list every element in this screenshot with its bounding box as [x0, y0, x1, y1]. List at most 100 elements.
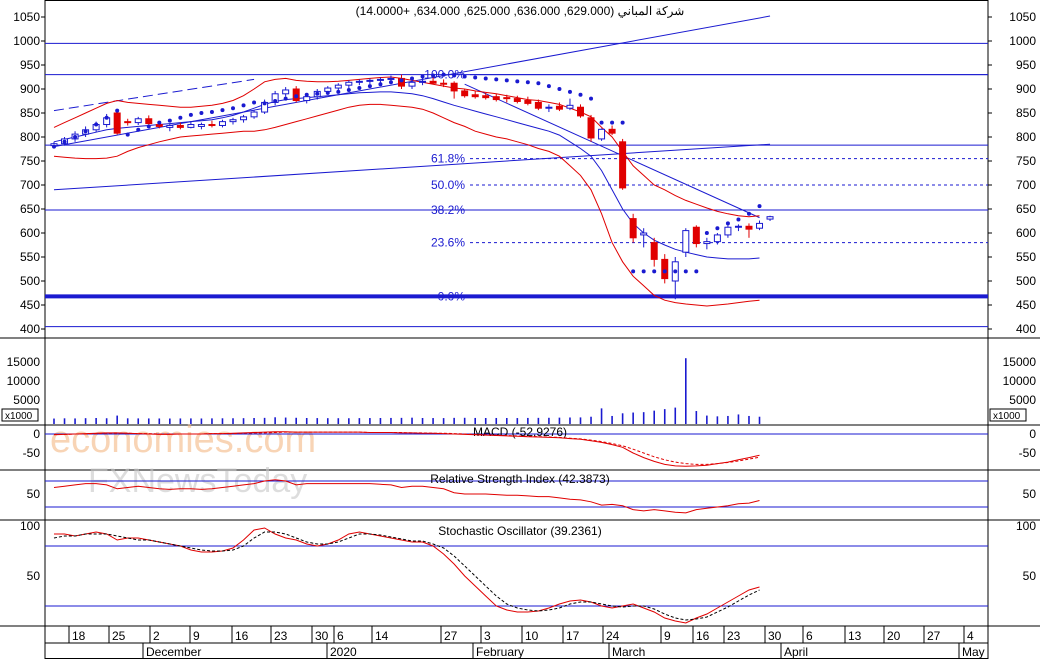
psar-dot	[557, 87, 562, 91]
macd-signal-line	[54, 431, 760, 465]
x-day-label: 2	[153, 629, 160, 643]
psar-dot	[441, 72, 446, 77]
x-day-label: 9	[664, 629, 671, 643]
x-day-label: 27	[444, 629, 458, 643]
price-tick-left: 500	[20, 274, 40, 288]
fibonacci-label: 61.8%	[431, 152, 465, 166]
x-month-label: 2020	[330, 645, 357, 659]
psar-dot	[188, 112, 193, 117]
volume-unit-right: x1000	[993, 411, 1021, 422]
psar-dot	[578, 92, 583, 97]
stoch-tick-left: 50	[27, 569, 41, 583]
psar-dot	[725, 221, 730, 226]
price-tick-right: 500	[1016, 274, 1036, 288]
macd-tick-right: 0	[1029, 427, 1036, 441]
price-tick-right: 600	[1016, 226, 1036, 240]
psar-dot	[589, 96, 594, 101]
price-tick-left: 950	[20, 58, 40, 72]
price-tick-right: 650	[1016, 202, 1036, 216]
macd-tick-right: -50	[1019, 446, 1037, 460]
candle-body	[218, 121, 226, 126]
candle-body	[187, 124, 195, 128]
psar-dot	[315, 91, 320, 96]
price-tick-right: 950	[1016, 58, 1036, 72]
candle-body	[387, 77, 395, 80]
candle-body	[145, 118, 153, 125]
x-day-label: 3	[484, 629, 491, 643]
psar-dot	[746, 211, 751, 216]
candle-body	[450, 82, 458, 92]
volume-tick-left: 15000	[7, 355, 41, 369]
psar-dot	[157, 120, 162, 125]
x-day-label: 24	[606, 629, 620, 643]
x-day-label: 14	[375, 629, 389, 643]
x-day-label: 20	[887, 629, 901, 643]
psar-dot	[662, 269, 667, 274]
candle-body	[166, 124, 174, 128]
x-month-label: April	[784, 645, 808, 659]
volume-tick-right: 10000	[1003, 374, 1037, 388]
candle-body	[482, 95, 490, 99]
stoch-tick-right: 100	[1016, 519, 1036, 533]
x-day-label: 30	[768, 629, 782, 643]
psar-dot	[346, 87, 351, 92]
psar-dot	[567, 89, 572, 94]
price-tick-right: 550	[1016, 250, 1036, 264]
fibonacci-label: 23.6%	[431, 236, 465, 250]
x-axis: 18 25 2 9 16 23 30 6 14 27 3 10 17 24 9 16 23 30 6 13 20 27 4 D…	[68, 626, 985, 659]
psar-dot	[294, 94, 299, 99]
candle-body	[608, 128, 616, 134]
price-tick-left: 450	[20, 298, 40, 312]
candle-body	[250, 111, 258, 118]
price-panel: 100.0%61.8%50.0%38.2%23.6%0.0%	[45, 15, 988, 328]
candle-body	[134, 118, 142, 124]
psar-dot	[620, 120, 625, 125]
fibonacci-label: 0.0%	[438, 289, 466, 303]
stoch-tick-left: 100	[20, 519, 40, 533]
psar-dot	[262, 101, 267, 106]
psar-dot	[378, 82, 383, 87]
psar-dot	[209, 110, 214, 115]
candle-body	[208, 124, 216, 127]
volume-unit-left: x1000	[5, 411, 33, 422]
price-tick-right: 900	[1016, 82, 1036, 96]
psar-dot	[525, 80, 530, 85]
candle-body	[661, 258, 669, 280]
candle-body	[440, 82, 448, 85]
price-tick-left: 550	[20, 250, 40, 264]
x-day-label: 9	[193, 629, 200, 643]
psar-dot	[599, 120, 604, 125]
psar-dot	[473, 75, 478, 80]
psar-dot	[536, 81, 541, 86]
x-day-label: 18	[72, 629, 86, 643]
rsi-tick-left: 50	[27, 487, 41, 501]
candle-body	[408, 81, 416, 87]
price-tick-left: 1000	[13, 34, 40, 48]
psar-dot	[304, 92, 309, 97]
psar-dot	[673, 269, 678, 274]
psar-dot	[367, 84, 372, 89]
psar-dot	[336, 89, 341, 94]
price-tick-right: 1050	[1009, 10, 1036, 24]
psar-dot	[652, 269, 657, 274]
candle-body	[724, 226, 732, 236]
macd-tick-left: 0	[33, 427, 40, 441]
candle-body	[155, 124, 163, 127]
candle-body	[334, 84, 342, 89]
psar-dot	[283, 96, 288, 101]
candle-body	[555, 105, 563, 110]
candle-body	[503, 97, 511, 100]
x-day-label: 17	[566, 629, 580, 643]
x-day-label: 23	[727, 629, 741, 643]
x-day-label: 4	[967, 629, 974, 643]
rsi-panel: 50 50 Relative Strength Index (42.3873)	[27, 472, 1036, 514]
x-day-label: 6	[337, 629, 344, 643]
psar-dot	[704, 231, 709, 235]
psar-dot	[399, 78, 404, 83]
price-tick-left: 800	[20, 130, 40, 144]
price-tick-right: 450	[1016, 298, 1036, 312]
psar-dot	[178, 115, 183, 120]
psar-dot	[483, 76, 488, 81]
